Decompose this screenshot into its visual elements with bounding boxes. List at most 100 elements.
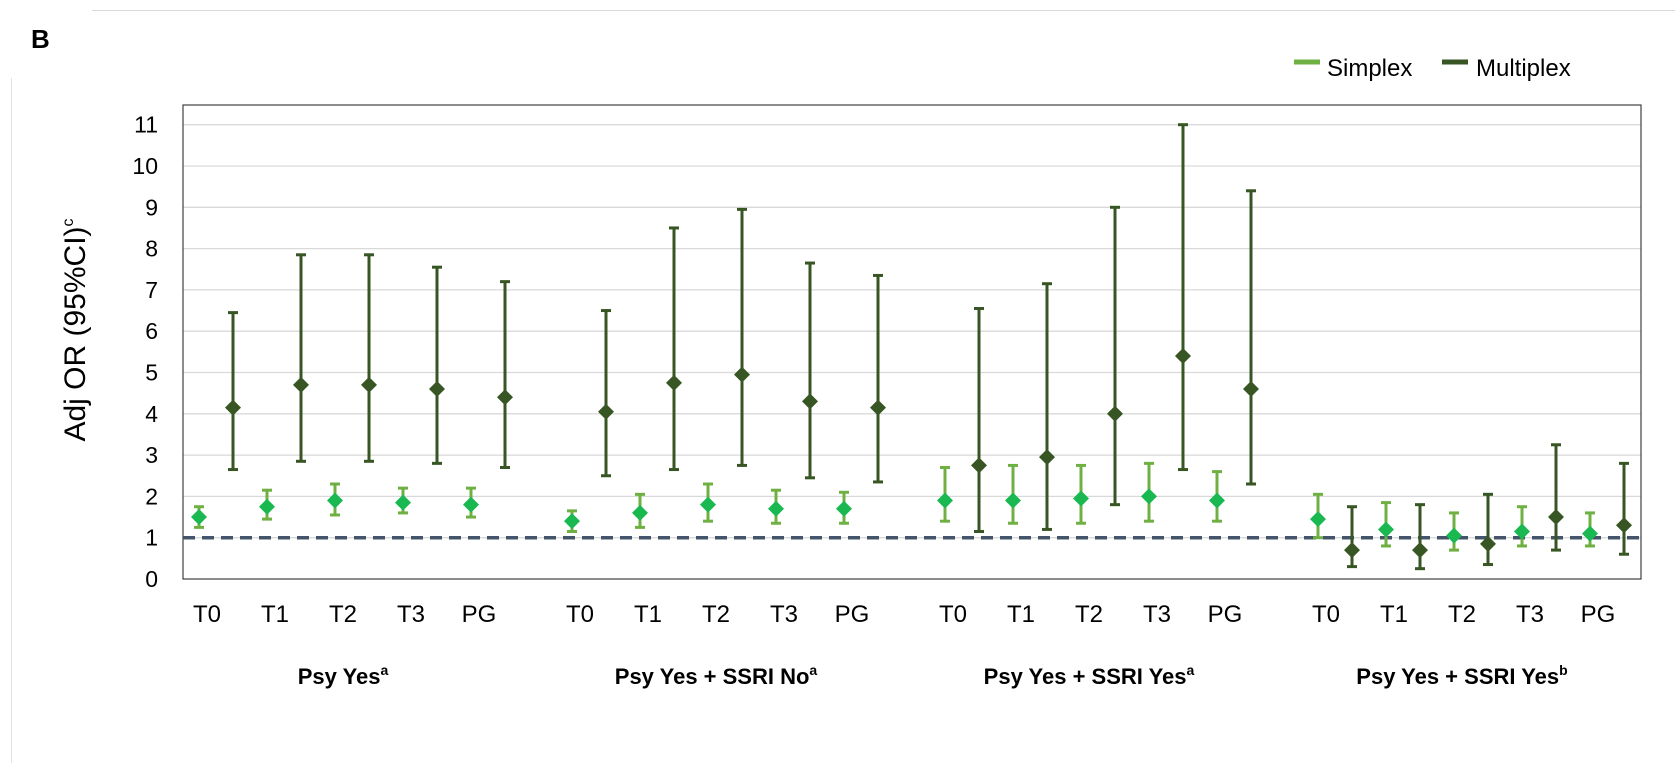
group-labels: Psy Yesa Psy Yes + SSRI Noa Psy Yes + SSRI… [298, 662, 1568, 689]
x-tick-t1-g1: T1 [261, 601, 289, 628]
x-tick-t3-g4: T3 [1516, 601, 1544, 628]
group-label-text-4: Psy Yes + SSRI Yes [1356, 664, 1559, 689]
marker-multiplex-g2-t1 [666, 374, 682, 391]
x-tick-t3-g3: T3 [1143, 601, 1171, 628]
marker-simplex-g3-pg [1209, 492, 1225, 509]
group-label-text-3: Psy Yes + SSRI Yes [984, 664, 1187, 689]
group-label-sup-2: a [809, 662, 817, 678]
x-tick-t2-g1: T2 [329, 601, 357, 628]
marker-simplex-g2-t1 [632, 504, 648, 521]
marker-simplex-g2-pg [836, 500, 852, 517]
y-tick-10: 10 [132, 153, 158, 179]
legend-label-simplex: Simplex [1327, 55, 1412, 82]
marker-simplex-g3-t1 [1005, 492, 1021, 509]
group-label-sup-3: a [1187, 662, 1195, 678]
y-tick-7: 7 [145, 277, 158, 303]
y-tick-11: 11 [134, 112, 158, 138]
marker-multiplex-g1-t0 [225, 399, 241, 416]
x-tick-pg-g3: PG [1208, 601, 1243, 628]
legend-label-multiplex: Multiplex [1476, 55, 1571, 82]
x-tick-t1-g3: T1 [1007, 601, 1035, 628]
x-tick-pg-g1: PG [462, 601, 497, 628]
y-tick-6: 6 [145, 318, 158, 344]
error-bars-layer [191, 123, 1632, 571]
x-tick-t0-g4: T0 [1312, 601, 1340, 628]
marker-simplex-g4-t1 [1378, 521, 1394, 538]
marker-simplex-g2-t3 [768, 500, 784, 517]
x-tick-t3-g1: T3 [397, 601, 425, 628]
marker-multiplex-g3-t3 [1175, 347, 1191, 364]
group-label-sup-1: a [381, 662, 389, 678]
marker-multiplex-g3-t2 [1107, 405, 1123, 422]
x-tick-t2-g3: T2 [1075, 601, 1103, 628]
marker-simplex-g4-t3 [1514, 523, 1530, 540]
marker-multiplex-g3-pg [1243, 381, 1259, 398]
marker-multiplex-g1-t2 [361, 376, 377, 393]
marker-simplex-g4-pg [1582, 525, 1598, 542]
x-tick-t1-g4: T1 [1380, 601, 1408, 628]
y-tick-4: 4 [145, 401, 158, 427]
marker-simplex-g3-t2 [1073, 490, 1089, 507]
plot-frame [182, 104, 1642, 580]
y-tick-9: 9 [145, 194, 158, 220]
marker-multiplex-g4-t0 [1344, 542, 1360, 559]
marker-simplex-g2-t0 [564, 513, 580, 530]
marker-multiplex-g3-t1 [1039, 449, 1055, 466]
y-tick-5: 5 [145, 360, 158, 386]
marker-multiplex-g1-t1 [293, 376, 309, 393]
y-tick-3: 3 [145, 442, 158, 468]
x-tick-pg-g2: PG [835, 601, 870, 628]
x-tick-t2-g2: T2 [702, 601, 730, 628]
x-tick-t2-g4: T2 [1448, 601, 1476, 628]
y-axis-title-sup: c [60, 218, 77, 226]
group-label-sup-4: b [1559, 662, 1568, 678]
marker-multiplex-g1-t3 [429, 381, 445, 398]
top-divider [92, 10, 1675, 11]
x-tick-t0-g3: T0 [939, 601, 967, 628]
marker-simplex-g2-t2 [700, 496, 716, 513]
x-tick-labels: T0 T1 T2 T3 PG T0 T1 T2 T3 PG T0 T1 T2 T3 PG T0 T1 T2 T3 PG [193, 601, 1615, 628]
group-label-3: Psy Yes + SSRI Yesa [984, 662, 1195, 689]
grid-layer [183, 124, 1641, 539]
group-label-4: Psy Yes + SSRI Yesb [1356, 662, 1567, 689]
marker-multiplex-g2-t2 [734, 366, 750, 383]
group-label-1: Psy Yesa [298, 662, 389, 689]
marker-simplex-g1-t1 [259, 498, 275, 515]
group-label-2: Psy Yes + SSRI Noa [615, 662, 818, 689]
marker-multiplex-g4-t1 [1412, 542, 1428, 559]
x-tick-t0-g1: T0 [193, 601, 221, 628]
x-tick-t1-g2: T1 [634, 601, 662, 628]
y-axis-title: Adj OR (95%CI)c [59, 218, 92, 441]
group-label-text-1: Psy Yes [298, 664, 381, 689]
marker-simplex-g4-t0 [1310, 511, 1326, 528]
marker-simplex-g3-t0 [937, 492, 953, 509]
left-divider [11, 78, 12, 763]
x-tick-t0-g2: T0 [566, 601, 594, 628]
marker-multiplex-g2-t0 [598, 403, 614, 420]
marker-simplex-g3-t3 [1141, 488, 1157, 505]
marker-multiplex-g1-pg [497, 389, 513, 406]
x-tick-t3-g2: T3 [770, 601, 798, 628]
y-axis-title-text: Adj OR (95%CI) [59, 226, 92, 441]
marker-multiplex-g4-t3 [1548, 509, 1564, 526]
marker-multiplex-g4-pg [1616, 517, 1632, 534]
y-tick-8: 8 [145, 236, 158, 262]
marker-multiplex-g3-t0 [971, 457, 987, 474]
y-tick-0: 0 [145, 566, 158, 592]
marker-simplex-g1-t2 [327, 492, 343, 509]
legend: Simplex Multiplex [1294, 55, 1571, 82]
marker-simplex-g1-t0 [191, 509, 207, 526]
panel-label: B [31, 24, 50, 54]
marker-multiplex-g4-t2 [1480, 535, 1496, 552]
marker-simplex-g1-pg [463, 496, 479, 513]
marker-simplex-g4-t2 [1446, 527, 1462, 544]
y-tick-2: 2 [145, 483, 158, 509]
y-tick-1: 1 [145, 525, 158, 551]
x-tick-pg-g4: PG [1581, 601, 1616, 628]
group-label-text-2: Psy Yes + SSRI No [615, 664, 810, 689]
marker-simplex-g1-t3 [395, 494, 411, 511]
marker-multiplex-g2-pg [870, 399, 886, 416]
marker-multiplex-g2-t3 [802, 393, 818, 410]
y-tick-labels: 0 1 2 3 4 5 6 7 8 9 10 11 [132, 112, 158, 592]
